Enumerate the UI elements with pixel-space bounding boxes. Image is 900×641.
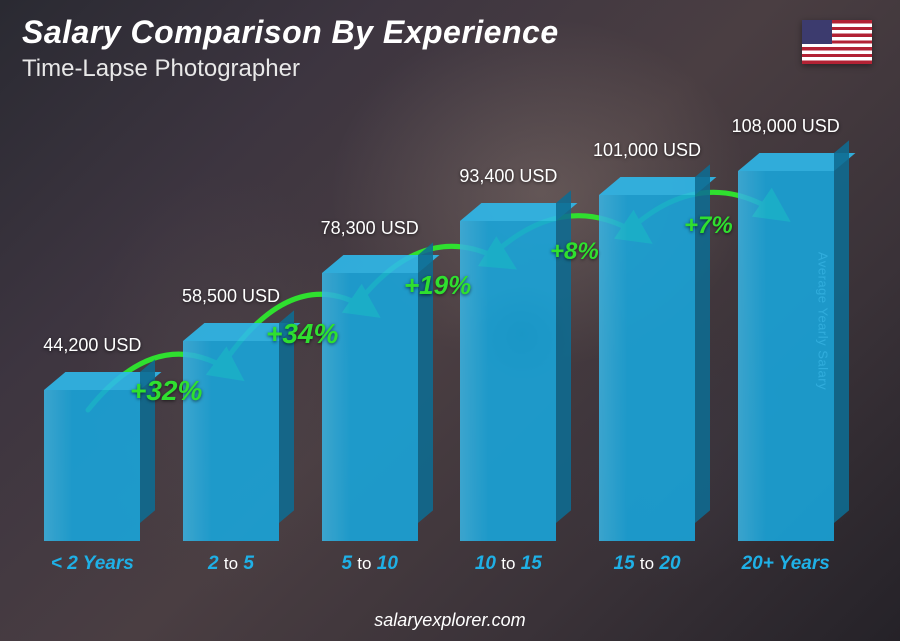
salary-chart: 44,200 USD 58,500 USD 78,300 USD 93,400 USD… bbox=[30, 120, 848, 571]
header: Salary Comparison By Experience Time-Lap… bbox=[22, 14, 878, 83]
bars-container: 44,200 USD 58,500 USD 78,300 USD 93,400 USD… bbox=[30, 131, 848, 541]
increment-pct: +34% bbox=[266, 318, 338, 350]
bar-value-label: 93,400 USD bbox=[459, 166, 557, 187]
bar-3d bbox=[460, 221, 556, 541]
increment-pct: +7% bbox=[684, 212, 733, 240]
bar-3d bbox=[599, 195, 695, 541]
bar-3d bbox=[322, 273, 418, 541]
page-subtitle: Time-Lapse Photographer bbox=[22, 55, 878, 83]
bar: 93,400 USD bbox=[446, 166, 571, 541]
category-label: 15 to 20 bbox=[585, 553, 710, 575]
bar-value-label: 58,500 USD bbox=[182, 286, 280, 307]
category-label: 5 to 10 bbox=[307, 553, 432, 575]
bar-value-label: 78,300 USD bbox=[321, 218, 419, 239]
flag-us-icon bbox=[802, 20, 872, 64]
category-labels: < 2 Years 2 to 5 5 to 10 10 to 15 15 to 20 20… bbox=[30, 553, 848, 575]
footer-brand: salaryexplorer.com bbox=[0, 610, 900, 631]
bar: 108,000 USD bbox=[723, 116, 848, 541]
page-title: Salary Comparison By Experience bbox=[22, 14, 878, 51]
bar-3d bbox=[183, 341, 279, 541]
category-label: < 2 Years bbox=[30, 553, 155, 575]
bar: 78,300 USD bbox=[307, 218, 432, 541]
bar: 101,000 USD bbox=[585, 140, 710, 541]
bar-value-label: 108,000 USD bbox=[732, 116, 840, 137]
increment-pct: +32% bbox=[130, 375, 202, 407]
bar-3d bbox=[738, 171, 834, 541]
bar-value-label: 44,200 USD bbox=[43, 335, 141, 356]
increment-pct: +19% bbox=[404, 270, 471, 301]
category-label: 2 to 5 bbox=[169, 553, 294, 575]
increment-pct: +8% bbox=[550, 238, 599, 266]
bar-value-label: 101,000 USD bbox=[593, 140, 701, 161]
category-label: 20+ Years bbox=[723, 553, 848, 575]
category-label: 10 to 15 bbox=[446, 553, 571, 575]
bar: 44,200 USD bbox=[30, 335, 155, 541]
bar-3d bbox=[44, 390, 140, 541]
